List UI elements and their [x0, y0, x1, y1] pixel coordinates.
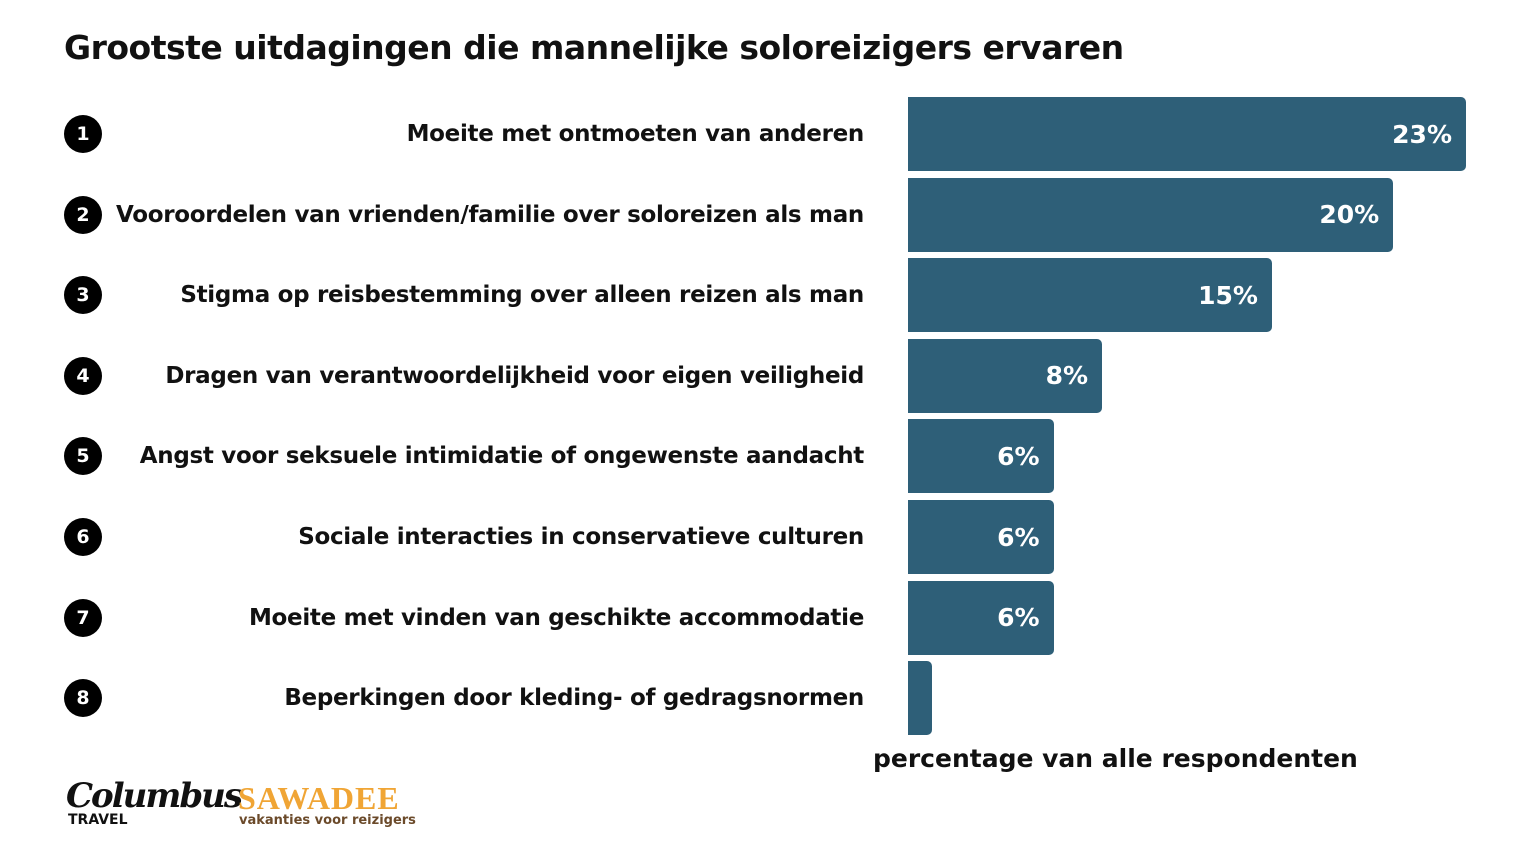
- data-label: 6%: [997, 441, 1040, 471]
- chart-row: 1 Moeite met ontmoeten van anderen 23%: [0, 97, 1536, 171]
- chart-row: 2 Vooroordelen van vrienden/familie over …: [0, 177, 1536, 252]
- category-label: Beperkingen door kleding- of gedragsnorm…: [284, 685, 864, 712]
- data-label: 15%: [1198, 280, 1258, 310]
- x-axis-label: percentage van alle respondenten: [873, 744, 1358, 773]
- category-label: Sociale interacties in conservatieve cul…: [298, 524, 864, 550]
- columbus-logo: Columbus: [66, 776, 243, 816]
- chart-row: 8 Beperkingen door kleding- of gedragsnor…: [0, 661, 1536, 736]
- rank-badge: 2: [64, 195, 102, 234]
- rank-badge: 5: [64, 437, 102, 476]
- rank-badge: 8: [64, 679, 102, 718]
- sawadee-logo-subtitle: vakanties voor reizigers: [239, 813, 416, 828]
- chart-title: Grootste uitdagingen die mannelijke solo…: [64, 28, 1124, 67]
- data-label: 6%: [997, 522, 1040, 552]
- chart-row: 5 Angst voor seksuele intimidatie of onge…: [0, 419, 1536, 494]
- rank-badge: 3: [64, 276, 102, 315]
- bar: 23%: [908, 97, 1466, 171]
- bar: 8%: [908, 338, 1103, 413]
- bar: 15%: [908, 258, 1272, 333]
- bar: 6%: [908, 580, 1054, 655]
- data-label: 6%: [997, 603, 1040, 633]
- data-label: 8%: [1045, 361, 1089, 391]
- category-label: Vooroordelen van vrienden/familie over s…: [115, 201, 864, 228]
- category-label: Angst voor seksuele intimidatie of ongew…: [139, 443, 865, 470]
- sawadee-logo: SAWADEE: [238, 780, 400, 816]
- category-label: Moeite met ontmoeten van anderen: [406, 121, 865, 147]
- category-label: Moeite met vinden van geschikte accommod…: [248, 604, 864, 631]
- data-label: 23%: [1392, 119, 1452, 149]
- chart-row: 4 Dragen van verantwoordelijkheid voor ei…: [0, 338, 1536, 413]
- chart-row: 6 Sociale interacties in conservatieve cu…: [0, 500, 1536, 574]
- category-label: Stigma op reisbestemming over alleen rei…: [180, 282, 864, 309]
- bar: [908, 661, 933, 736]
- bar: 6%: [908, 419, 1054, 494]
- bar: 6%: [908, 500, 1054, 574]
- data-label: 20%: [1319, 200, 1380, 230]
- rank-badge: 6: [64, 518, 102, 556]
- columbus-logo-subtitle: TRAVEL: [68, 812, 128, 828]
- rank-badge: 4: [64, 356, 102, 395]
- bar: 20%: [908, 177, 1394, 252]
- rank-badge: 1: [64, 115, 102, 153]
- rank-badge: 7: [64, 598, 102, 637]
- chart-row: 3 Stigma op reisbestemming over alleen re…: [0, 258, 1536, 333]
- chart-row: 7 Moeite met vinden van geschikte accommo…: [0, 580, 1536, 655]
- category-label: Dragen van verantwoordelijkheid voor eig…: [165, 362, 864, 389]
